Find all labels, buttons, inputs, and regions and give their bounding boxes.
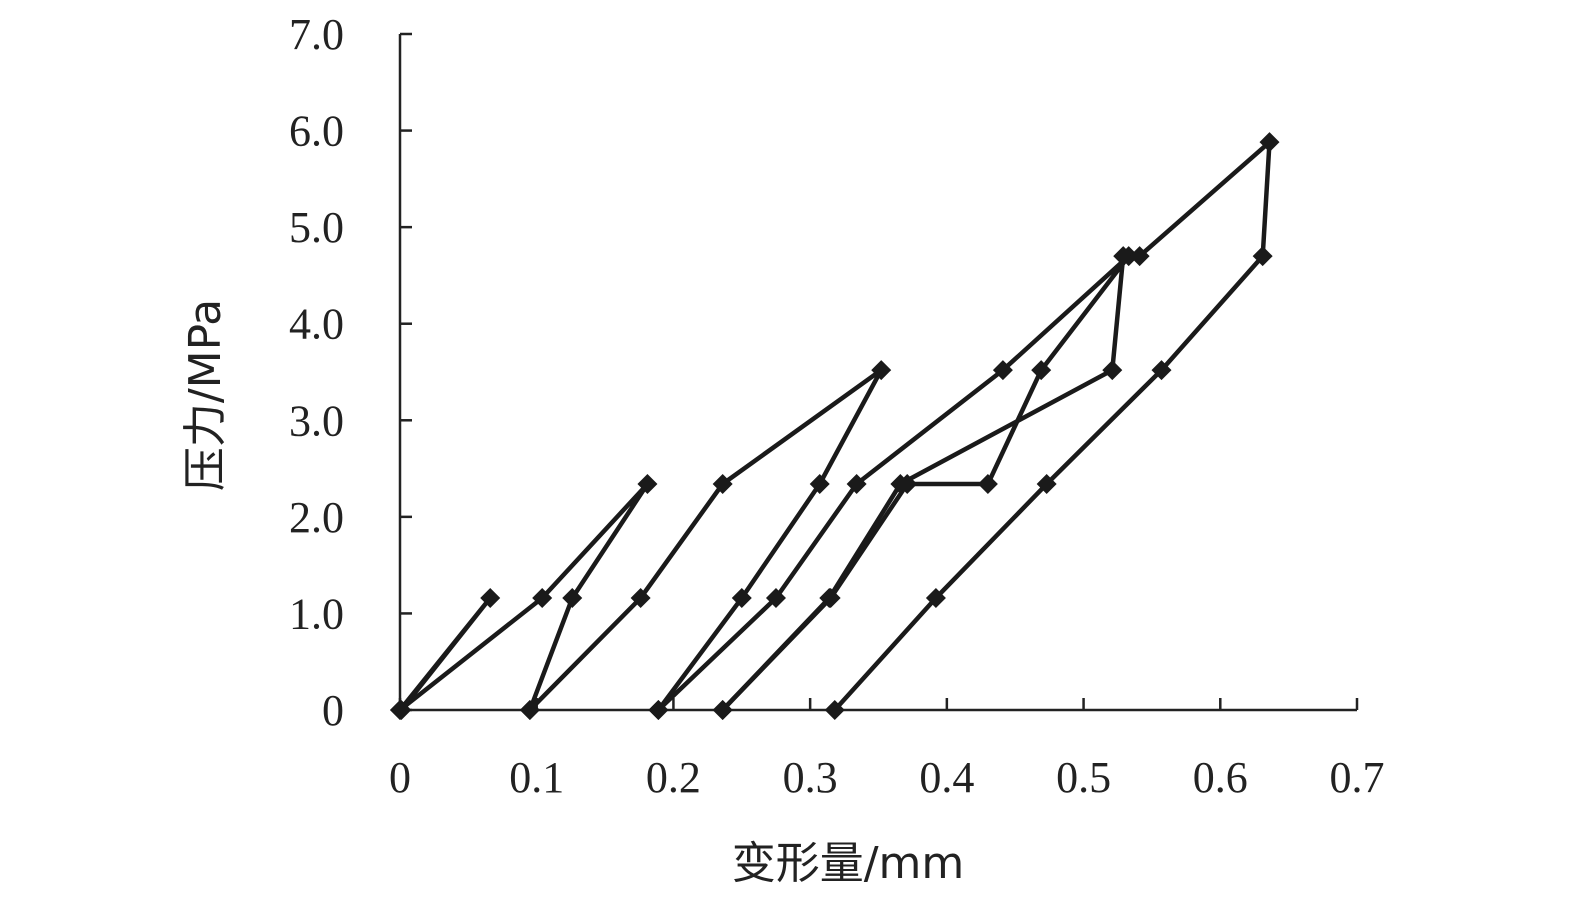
data-point-diamond-icon [925,587,946,608]
x-axis-title: 变形量/mm [732,838,965,889]
y-ticks: 0 1.0 2.0 3.0 4.0 5.0 6.0 7.0 [289,10,412,735]
data-point-diamond-icon [1129,246,1150,267]
y-tick-label: 0 [322,686,344,735]
data-point-diamond-icon [1031,360,1052,381]
data-point-diamond-icon [731,587,752,608]
data-point-diamond-icon [712,474,733,495]
data-point-diamond-icon [532,587,553,608]
x-tick-label: 0.1 [509,753,564,802]
data-point-diamond-icon [390,700,410,720]
series-line [656,253,1131,713]
series-group [390,132,1280,720]
series-line [527,367,884,713]
x-tick-label: 0.5 [1056,753,1111,802]
series-line [720,139,1272,713]
data-point-diamond-icon [648,700,669,720]
x-tick-label: 0 [389,753,411,802]
y-axis-title: 压力/MPa [180,299,231,491]
y-tick-label: 4.0 [289,300,344,349]
data-point-diamond-icon [712,700,733,720]
y-tick-label: 3.0 [289,396,344,445]
x-tick-label: 0.4 [919,753,974,802]
series-5 [712,132,1280,720]
y-tick-label: 1.0 [289,589,344,638]
data-point-diamond-icon [992,360,1013,381]
data-point-diamond-icon [977,474,998,495]
x-tick-label: 0.2 [646,753,701,802]
series-line [397,595,493,713]
data-point-diamond-icon [890,474,911,495]
data-point-diamond-icon [1036,474,1057,495]
series-1 [390,587,501,720]
y-tick-label: 2.0 [289,493,344,542]
data-point-diamond-icon [630,587,651,608]
data-point-diamond-icon [637,474,658,495]
x-tick-label: 0.7 [1330,753,1385,802]
data-point-diamond-icon [819,587,840,608]
data-point-diamond-icon [871,360,892,381]
x-tick-label: 0.6 [1193,753,1248,802]
data-point-diamond-icon [765,587,786,608]
data-point-diamond-icon [1151,360,1172,381]
x-ticks: 0 0.1 0.2 0.3 0.4 0.5 0.6 0.7 [389,698,1385,802]
data-point-diamond-icon [846,474,867,495]
data-point-diamond-icon [519,700,540,720]
data-point-diamond-icon [1252,246,1273,267]
y-tick-label: 7.0 [289,10,344,59]
y-tick-label: 6.0 [289,107,344,156]
data-point-diamond-icon [824,700,845,720]
data-point-diamond-icon [809,474,830,495]
series-3 [519,360,892,720]
data-point-diamond-icon [1102,360,1123,381]
data-point-diamond-icon [1259,132,1280,153]
series-2 [390,474,658,720]
data-point-diamond-icon [1113,246,1134,267]
y-tick-label: 5.0 [289,203,344,252]
data-point-diamond-icon [480,587,501,608]
data-point-diamond-icon [562,587,583,608]
x-tick-label: 0.3 [783,753,838,802]
series-line [397,481,650,713]
axes [398,34,1357,712]
